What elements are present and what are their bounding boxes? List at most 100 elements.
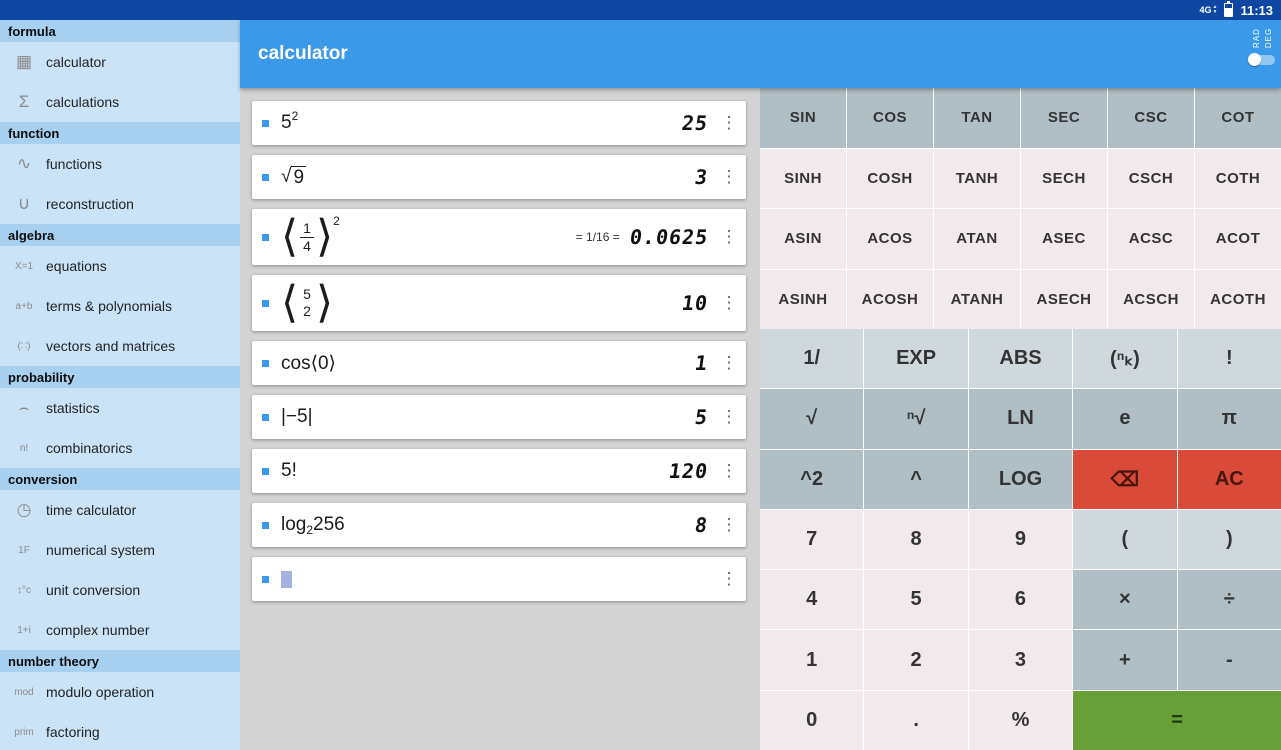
key-acsch[interactable]: ACSCH bbox=[1108, 269, 1194, 329]
sidebar-item-time-calculator[interactable]: ◷ time calculator bbox=[0, 490, 240, 530]
key-digit-1[interactable]: 1 bbox=[760, 630, 864, 690]
card-menu-button[interactable]: ⋮ bbox=[720, 353, 738, 372]
key-csc[interactable]: CSC bbox=[1108, 88, 1194, 148]
key-sec[interactable]: SEC bbox=[1021, 88, 1107, 148]
history-expression[interactable]: ⟨ 1 4 ⟩ 2 bbox=[281, 214, 576, 259]
key-asin[interactable]: ASIN bbox=[760, 209, 846, 269]
entry-bullet-icon bbox=[262, 173, 269, 181]
sidebar-item-vectors-and-matrices[interactable]: (∷) vectors and matrices bbox=[0, 326, 240, 366]
sidebar-item-calculator[interactable]: ▦ calculator bbox=[0, 42, 240, 82]
key-asinh[interactable]: ASINH bbox=[760, 269, 846, 329]
card-menu-button[interactable]: ⋮ bbox=[720, 113, 738, 132]
card-menu-button[interactable]: ⋮ bbox=[720, 167, 738, 186]
key-pi[interactable]: π bbox=[1177, 389, 1281, 449]
sidebar-item-terms-polynomials[interactable]: a+b terms & polynomials bbox=[0, 286, 240, 326]
key-sqrt[interactable]: √ bbox=[760, 389, 864, 449]
sidebar-item-reconstruction[interactable]: ∪ reconstruction bbox=[0, 184, 240, 224]
key-cos[interactable]: COS bbox=[847, 88, 933, 148]
key-acot[interactable]: ACOT bbox=[1195, 209, 1281, 269]
key-factorial[interactable]: ! bbox=[1177, 329, 1281, 389]
key-cosh[interactable]: COSH bbox=[847, 148, 933, 208]
battery-icon bbox=[1224, 1, 1234, 17]
key-digit-5[interactable]: 5 bbox=[864, 570, 968, 630]
sidebar-item-functions[interactable]: ∿ functions bbox=[0, 144, 240, 184]
sidebar-item-factoring[interactable]: prim factoring bbox=[0, 712, 240, 750]
sidebar-item-complex-number[interactable]: 1+i complex number bbox=[0, 610, 240, 650]
key-percent[interactable]: % bbox=[968, 690, 1073, 750]
switch-knob[interactable] bbox=[1248, 53, 1261, 66]
sidebar-item-combinatorics[interactable]: n! combinatorics bbox=[0, 428, 240, 468]
key-atan[interactable]: ATAN bbox=[934, 209, 1020, 269]
key-digit-6[interactable]: 6 bbox=[968, 570, 1073, 630]
card-menu-button[interactable]: ⋮ bbox=[720, 227, 738, 246]
unit-icon: ↕°c bbox=[17, 584, 31, 596]
key-tan[interactable]: TAN bbox=[934, 88, 1020, 148]
key-reciprocal[interactable]: 1/ bbox=[760, 329, 864, 389]
key-decimal-point[interactable]: . bbox=[864, 690, 968, 750]
sidebar-item-unit-conversion[interactable]: ↕°c unit conversion bbox=[0, 570, 240, 610]
sidebar-item-statistics[interactable]: ⌢ statistics bbox=[0, 388, 240, 428]
rad-deg-toggle[interactable]: RAD DEG bbox=[1248, 25, 1275, 66]
key-power[interactable]: ^ bbox=[864, 449, 968, 509]
sidebar-item-modulo-operation[interactable]: mod modulo operation bbox=[0, 672, 240, 712]
key-abs[interactable]: ABS bbox=[968, 329, 1073, 389]
key-digit-3[interactable]: 3 bbox=[968, 630, 1073, 690]
polynomial-icon: a+b bbox=[15, 300, 33, 312]
key-asech[interactable]: ASECH bbox=[1021, 269, 1107, 329]
history-expression[interactable]: cos⟨0⟩ bbox=[281, 352, 695, 375]
key-digit-8[interactable]: 8 bbox=[864, 509, 968, 570]
key-digit-7[interactable]: 7 bbox=[760, 509, 864, 570]
key-digit-4[interactable]: 4 bbox=[760, 570, 864, 630]
card-menu-button[interactable]: ⋮ bbox=[720, 293, 738, 312]
key-digit-2[interactable]: 2 bbox=[864, 630, 968, 690]
history-expression[interactable]: log 2 256 bbox=[281, 514, 695, 537]
history-expression[interactable]: 5! bbox=[281, 460, 669, 482]
rad-deg-switch[interactable] bbox=[1248, 53, 1275, 66]
sidebar-item-numerical-system[interactable]: 1F numerical system bbox=[0, 530, 240, 570]
key-sinh[interactable]: SINH bbox=[760, 148, 846, 208]
key-plus[interactable]: + bbox=[1073, 630, 1177, 690]
key-ln[interactable]: LN bbox=[968, 389, 1073, 449]
key-minus[interactable]: - bbox=[1177, 630, 1281, 690]
key-digit-9[interactable]: 9 bbox=[968, 509, 1073, 570]
key-acosh[interactable]: ACOSH bbox=[847, 269, 933, 329]
key-atanh[interactable]: ATANH bbox=[934, 269, 1020, 329]
key-divide[interactable]: ÷ bbox=[1177, 570, 1281, 630]
card-menu-button[interactable]: ⋮ bbox=[720, 569, 738, 588]
key-all-clear[interactable]: AC bbox=[1177, 449, 1281, 509]
key-csch[interactable]: CSCH bbox=[1108, 148, 1194, 208]
key-cot[interactable]: COT bbox=[1195, 88, 1281, 148]
history-card: 5! 120 ⋮ bbox=[252, 449, 746, 493]
key-log[interactable]: LOG bbox=[968, 449, 1073, 509]
key-acsc[interactable]: ACSC bbox=[1108, 209, 1194, 269]
key-euler-e[interactable]: e bbox=[1073, 389, 1177, 449]
key-square[interactable]: ^2 bbox=[760, 449, 864, 509]
key-acos[interactable]: ACOS bbox=[847, 209, 933, 269]
key-nth-root[interactable]: ⁿ√ bbox=[864, 389, 968, 449]
key-exp[interactable]: EXP bbox=[864, 329, 968, 389]
card-menu-button[interactable]: ⋮ bbox=[720, 461, 738, 480]
key-asec[interactable]: ASEC bbox=[1021, 209, 1107, 269]
history-expression[interactable] bbox=[281, 570, 708, 588]
sidebar-item-equations[interactable]: X=1 equations bbox=[0, 246, 240, 286]
key-multiply[interactable]: × bbox=[1073, 570, 1177, 630]
key-equals[interactable]: = bbox=[1073, 690, 1281, 750]
key-sin[interactable]: SIN bbox=[760, 88, 846, 148]
key-coth[interactable]: COTH bbox=[1195, 148, 1281, 208]
card-menu-button[interactable]: ⋮ bbox=[720, 515, 738, 534]
key-acoth[interactable]: ACOTH bbox=[1195, 269, 1281, 329]
history-expression[interactable]: √ 9 bbox=[281, 165, 695, 189]
key-backspace[interactable]: ⌫ bbox=[1073, 449, 1177, 509]
key-n-choose-k[interactable]: (ⁿₖ) bbox=[1073, 329, 1177, 389]
history-expression[interactable]: |−5| bbox=[281, 406, 695, 428]
key-close-paren[interactable]: ) bbox=[1177, 509, 1281, 570]
key-sech[interactable]: SECH bbox=[1021, 148, 1107, 208]
key-tanh[interactable]: TANH bbox=[934, 148, 1020, 208]
history-expression[interactable]: ⟨ 5 2 ⟩ bbox=[281, 281, 682, 325]
card-menu-button[interactable]: ⋮ bbox=[720, 407, 738, 426]
key-digit-0[interactable]: 0 bbox=[760, 690, 864, 750]
key-open-paren[interactable]: ( bbox=[1073, 509, 1177, 570]
